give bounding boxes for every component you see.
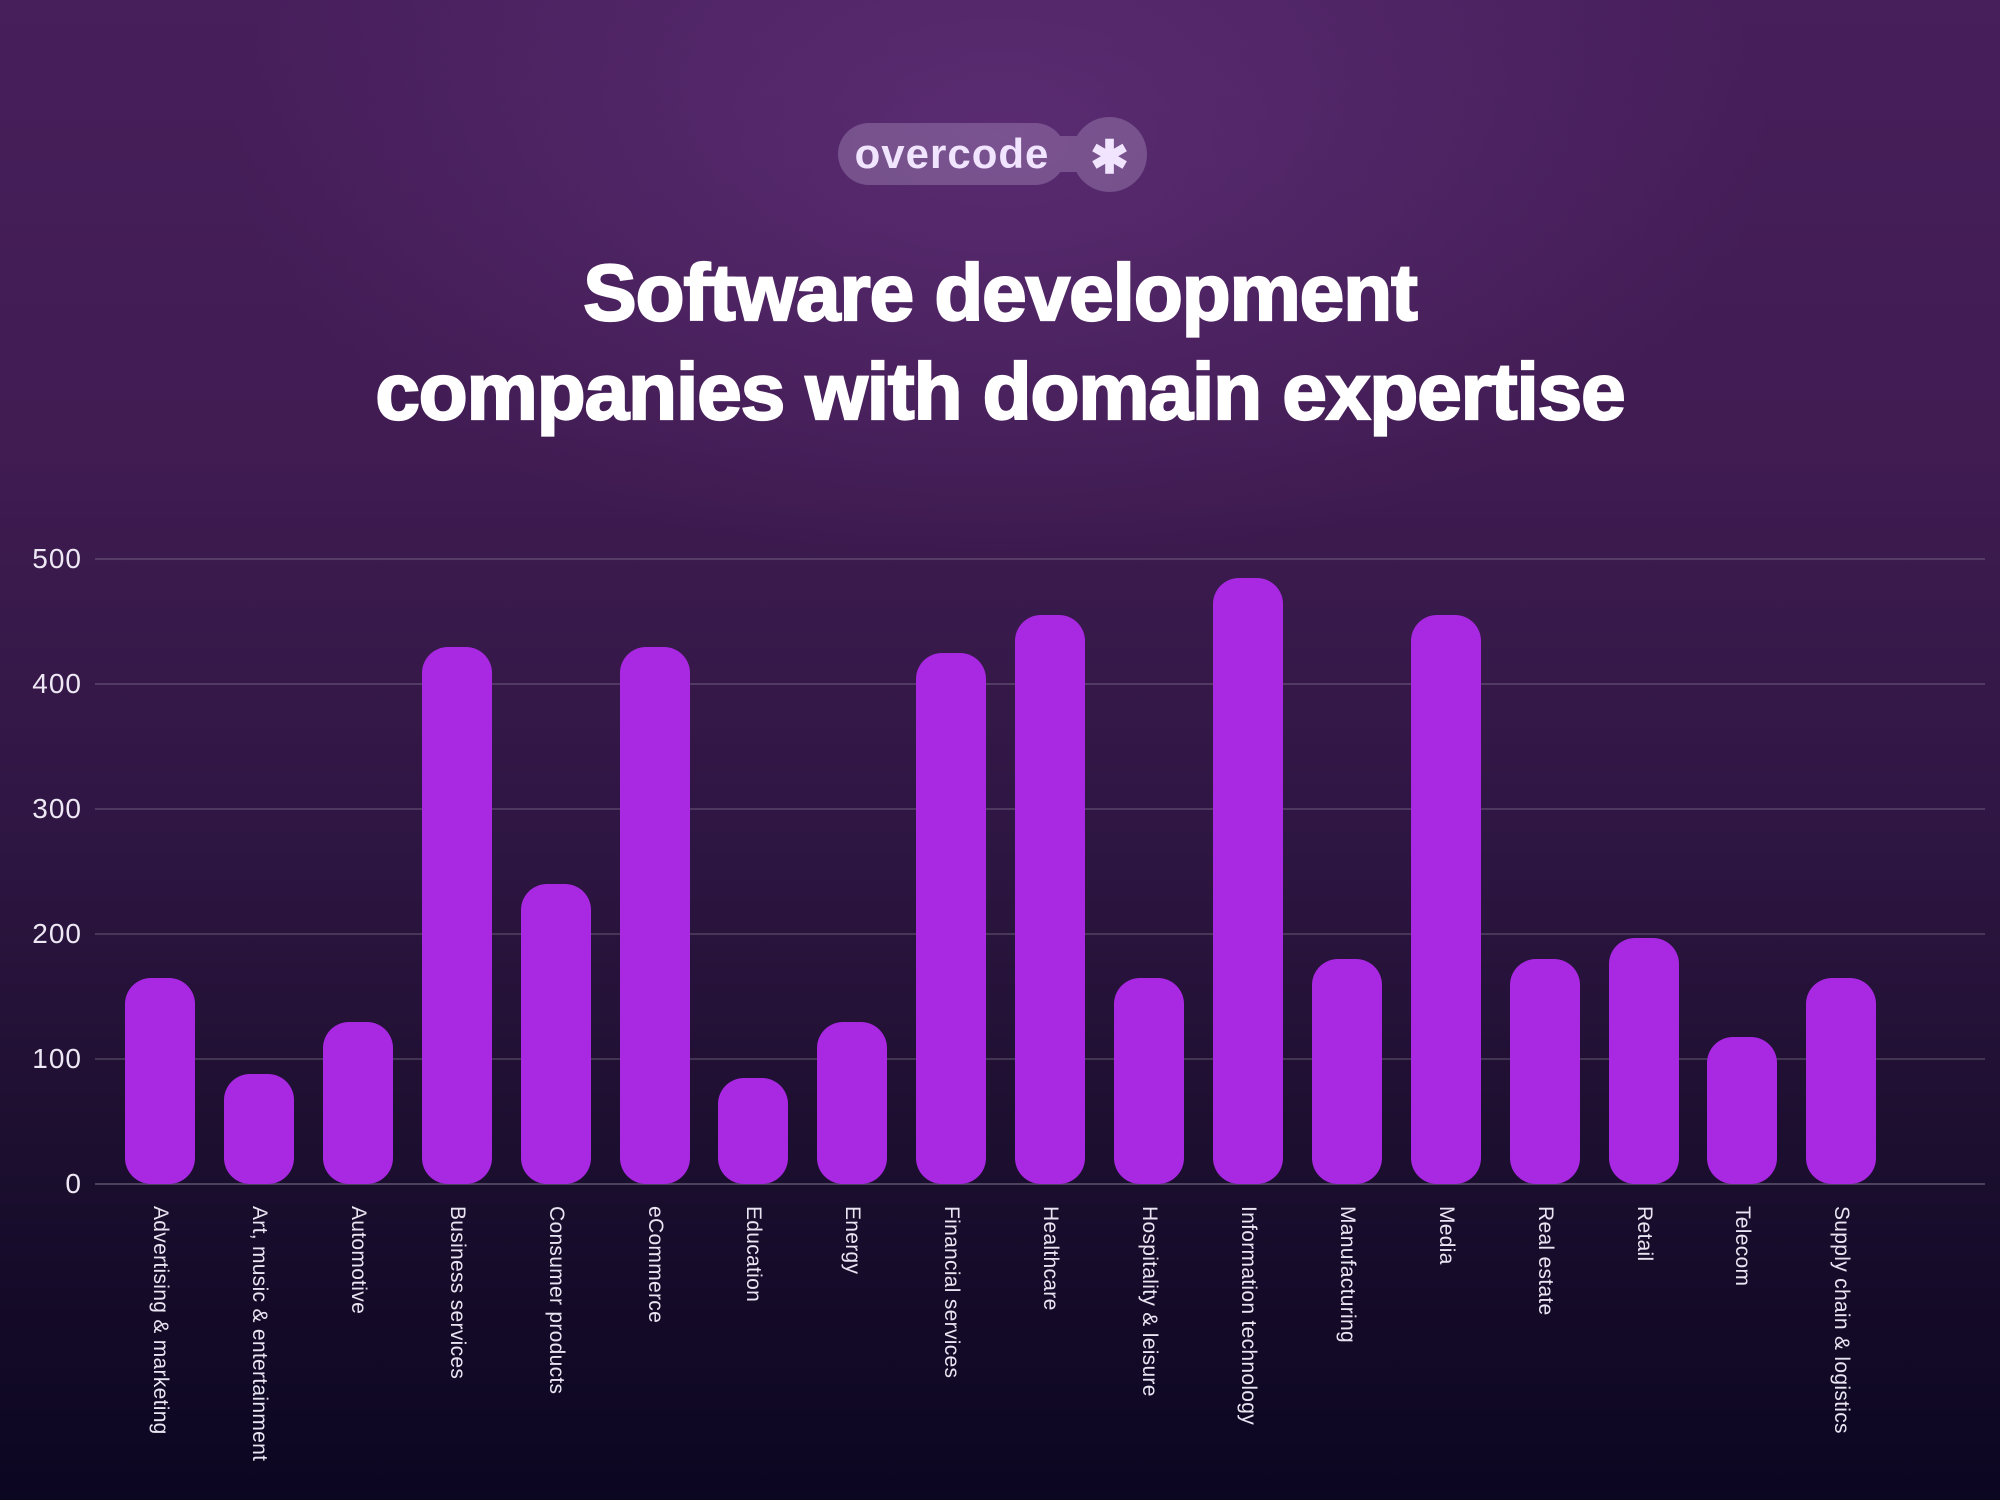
bar-business-services bbox=[421, 646, 492, 1184]
bar-education bbox=[718, 1077, 789, 1184]
bar-ecommerce bbox=[619, 646, 690, 1184]
y-axis-label-400: 400 bbox=[32, 668, 82, 699]
bar-art-music-entertainment bbox=[223, 1074, 294, 1184]
bar-hospitality-leisure bbox=[1114, 977, 1184, 1184]
x-axis-label-telecom: Telecom bbox=[1731, 1206, 1755, 1287]
chart-title: Software development companies with doma… bbox=[0, 243, 2000, 441]
brand-logo-text: overcode bbox=[854, 130, 1050, 177]
bar-energy bbox=[817, 1021, 888, 1184]
bar-retail bbox=[1608, 937, 1679, 1184]
bar-real-estate bbox=[1509, 959, 1580, 1184]
x-axis-label-retail: Retail bbox=[1632, 1206, 1656, 1262]
gridline-0 bbox=[95, 1183, 1985, 1185]
asterisk-icon: ✱ bbox=[1090, 130, 1129, 183]
x-axis-label-media: Media bbox=[1434, 1206, 1458, 1265]
bar-consumer-products bbox=[520, 884, 591, 1184]
bar-healthcare bbox=[1015, 615, 1086, 1184]
gridline-500 bbox=[95, 558, 1985, 560]
y-axis-label-100: 100 bbox=[32, 1043, 82, 1074]
y-axis-label-500: 500 bbox=[32, 543, 82, 574]
chart-title-line1: Software development bbox=[582, 247, 1419, 338]
bar-advertising-marketing bbox=[125, 977, 195, 1184]
x-axis-label-energy: Energy bbox=[841, 1206, 865, 1275]
y-axis-label-300: 300 bbox=[32, 793, 82, 824]
bar-manufacturing bbox=[1311, 959, 1382, 1184]
bar-media bbox=[1410, 615, 1481, 1184]
y-axis-label-0: 0 bbox=[65, 1168, 82, 1199]
bar-automotive bbox=[322, 1021, 393, 1184]
bar-telecom bbox=[1707, 1036, 1778, 1184]
bar-financial-services bbox=[916, 652, 987, 1184]
y-axis-label-200: 200 bbox=[32, 918, 82, 949]
chart-title-line2: companies with domain expertise bbox=[374, 346, 1627, 437]
bar-information-technology bbox=[1212, 577, 1283, 1184]
x-axis-label-supply-chain-logistics: Supply chain & logistics bbox=[1830, 1206, 1854, 1434]
bar-supply-chain-logistics bbox=[1806, 977, 1877, 1184]
